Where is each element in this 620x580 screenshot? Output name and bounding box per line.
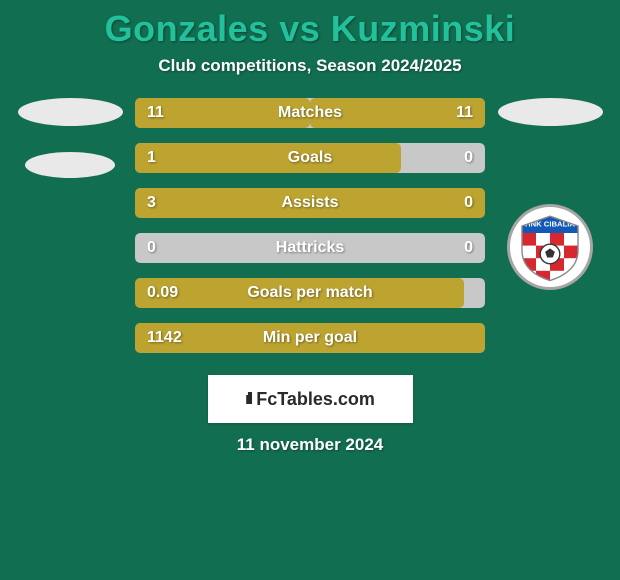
stat-label: Goals per match [247, 284, 372, 302]
content-row: 11 11 Matches 1 0 Goals 3 0 Assists 0 0 Hattricks 0.… [0, 98, 620, 353]
page-title: Gonzales vs Kuzminski [105, 8, 516, 50]
infographic-root: Gonzales vs Kuzminski Club competitions,… [0, 0, 620, 580]
page-subtitle: Club competitions, Season 2024/2025 [158, 56, 461, 76]
stat-value-left: 3 [147, 194, 156, 212]
stat-row: 0 0 Hattricks [135, 233, 485, 263]
stat-label: Matches [278, 104, 342, 122]
stat-label: Hattricks [276, 239, 344, 257]
stat-value-right: 0 [464, 149, 473, 167]
left-player-placeholder-2 [25, 152, 115, 178]
stat-row: 1 0 Goals [135, 143, 485, 173]
left-player-col [5, 98, 135, 204]
stat-row: 1142 Min per goal [135, 323, 485, 353]
stat-value-left: 0 [147, 239, 156, 257]
footer-date: 11 november 2024 [237, 435, 383, 455]
stat-value-right: 0 [464, 239, 473, 257]
club-badge: HNK CIBALIA [507, 204, 593, 290]
stat-value-left: 0.09 [147, 284, 178, 302]
stat-value-left: 11 [147, 104, 164, 122]
stat-bar-left-fill [135, 143, 401, 173]
right-player-col: HNK CIBALIA [485, 98, 615, 290]
club-badge-text: HNK CIBALIA [525, 220, 575, 229]
stats-bars: 11 11 Matches 1 0 Goals 3 0 Assists 0 0 Hattricks 0.… [135, 98, 485, 353]
brand-icon: ıll [245, 397, 250, 402]
stat-value-right: 11 [456, 104, 473, 122]
stat-label: Goals [288, 149, 332, 167]
stat-label: Assists [282, 194, 339, 212]
right-player-placeholder [498, 98, 603, 126]
stat-value-left: 1 [147, 149, 156, 167]
stat-row: 3 0 Assists [135, 188, 485, 218]
brand-badge[interactable]: ıll FcTables.com [208, 375, 413, 423]
stat-label: Min per goal [263, 329, 357, 347]
stat-value-right: 0 [464, 194, 473, 212]
left-player-placeholder-1 [18, 98, 123, 126]
stat-row: 0.09 Goals per match [135, 278, 485, 308]
club-badge-svg: HNK CIBALIA [515, 212, 585, 282]
stat-value-left: 1142 [147, 329, 182, 347]
stat-row: 11 11 Matches [135, 98, 485, 128]
brand-text: FcTables.com [256, 389, 375, 410]
